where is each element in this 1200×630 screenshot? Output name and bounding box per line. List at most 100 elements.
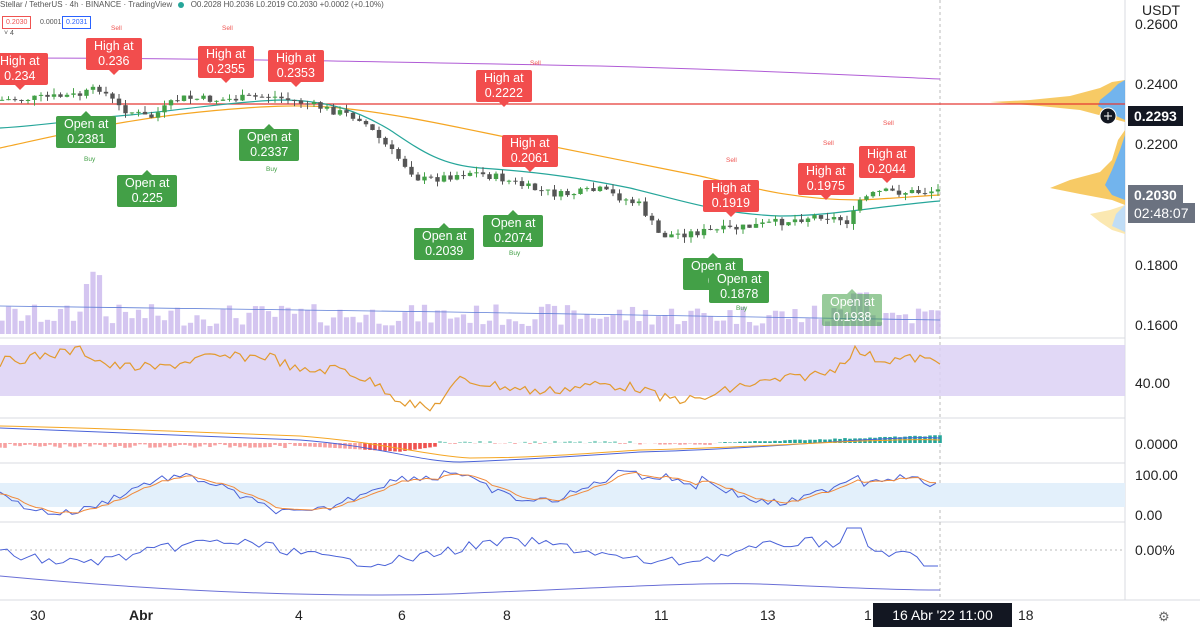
open-annotation: Open at 0.2337 (239, 124, 300, 161)
macd-bar (408, 443, 412, 451)
last-price-badge[interactable]: 0.2293 (1128, 106, 1183, 126)
volume-bar (779, 311, 785, 334)
candle-body (903, 193, 908, 195)
candle-body (831, 217, 837, 220)
sell-signal-label: Sell (222, 25, 233, 32)
candle-body (38, 94, 44, 96)
volume-bar (226, 305, 233, 334)
candle-body (636, 201, 642, 204)
candle-body (506, 180, 512, 182)
macd-bar (248, 443, 252, 448)
macd-bar (18, 443, 22, 447)
candle-body (935, 189, 941, 192)
candle-body (883, 188, 889, 191)
macd-bar (318, 443, 322, 448)
macd-bar (578, 441, 582, 443)
candle-body (337, 110, 343, 115)
sell-signal-label: Sell (883, 120, 894, 127)
candle-body (142, 111, 148, 115)
macd-bar (573, 442, 577, 443)
volume-bar (876, 322, 883, 334)
volume-bar (220, 309, 226, 334)
macd-bar (788, 439, 792, 443)
volume-bar (96, 275, 103, 334)
macd-bar (773, 440, 777, 443)
macd-bar (423, 443, 427, 449)
volume-bar (395, 320, 402, 334)
macd-bar (8, 443, 12, 445)
volume-bar (51, 320, 57, 334)
currency-label[interactable]: USDT (1142, 2, 1181, 18)
candle-body (51, 94, 57, 97)
current-price-badge[interactable]: 0.2030 (1128, 185, 1183, 205)
macd-bar (38, 443, 42, 447)
volume-bar (285, 307, 291, 334)
volume-bar (272, 316, 278, 334)
gear-icon[interactable]: ⚙ (1158, 609, 1170, 624)
macd-bar (678, 443, 682, 445)
volume-bar (122, 311, 129, 334)
volume-bar (473, 305, 480, 334)
candle-body (500, 173, 505, 182)
candle-body (324, 106, 330, 109)
ema-fast-line (0, 99, 941, 217)
macd-bar (178, 443, 182, 445)
volume-bar (688, 310, 694, 334)
candle-body (227, 98, 232, 100)
candle-body (597, 186, 603, 192)
candle-body (675, 233, 681, 235)
macd-bar (58, 443, 62, 448)
volume-bar (246, 312, 252, 334)
candle-body (617, 193, 622, 201)
macd-bar (63, 443, 67, 445)
symbol-title[interactable]: Stellar / TetherUS · 4h · BINANCE · Trad… (0, 0, 173, 9)
volume-bar (662, 315, 668, 334)
volume-bar (278, 305, 285, 334)
macd-bar (693, 443, 697, 445)
volume-bar (922, 311, 928, 334)
volume-bar (551, 305, 558, 334)
volume-bar (675, 324, 681, 334)
candle-body (350, 112, 356, 119)
volume-bar (623, 320, 629, 334)
candle-body (181, 95, 187, 101)
candle-body (428, 176, 434, 178)
candle-body (253, 95, 258, 97)
price-axis-label: 0.2600 (1135, 16, 1178, 32)
volume-bar (64, 305, 70, 334)
high-annotation: High at 0.1975 (798, 163, 854, 200)
macd-bar (273, 443, 277, 445)
candle-body (799, 219, 804, 222)
indicator-collapse-toggle[interactable]: ˅ 4 (4, 30, 14, 37)
volume-bar (369, 309, 376, 334)
buy-signal-label: Buy (736, 305, 748, 312)
candle-body (266, 96, 271, 98)
volume-bar (512, 321, 519, 334)
volume-bar (148, 304, 155, 334)
candle-body (123, 105, 128, 114)
macd-bar (823, 439, 827, 443)
volume-bar (207, 325, 213, 334)
roc-axis-label: 0.00% (1135, 542, 1175, 558)
macd-bar (258, 443, 262, 448)
volume-bar (525, 325, 532, 334)
macd-bar (568, 441, 572, 443)
macd-bar (28, 443, 32, 445)
volume-bar (330, 317, 337, 334)
candle-body (487, 174, 492, 180)
volume-bar (558, 324, 564, 334)
macd-bar (48, 443, 52, 445)
macd-bar (933, 435, 937, 443)
macd-bar (73, 443, 77, 448)
buy-price-chip[interactable]: 0.2031 (62, 16, 92, 29)
candle-body (246, 94, 252, 96)
candle-body (779, 218, 785, 226)
macd-bar (3, 443, 7, 448)
macd-bar (618, 443, 622, 444)
volume-bar (142, 318, 148, 334)
candle-body (890, 188, 895, 191)
sell-price-chip[interactable]: 0.2030 (2, 16, 32, 29)
candle-body (766, 221, 772, 223)
volume-profile (990, 80, 1125, 234)
